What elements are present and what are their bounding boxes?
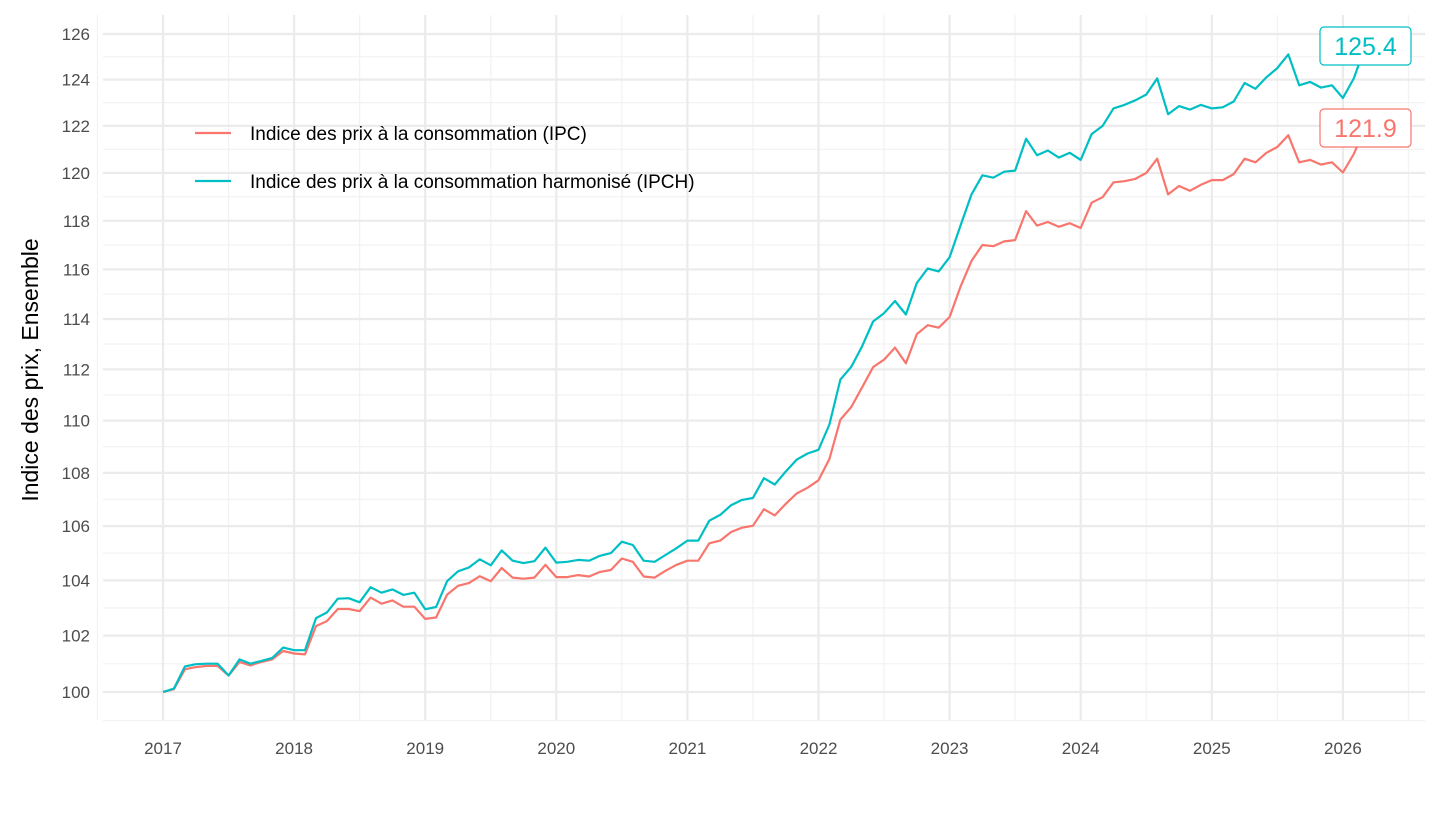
x-tick-label: 2017 (144, 739, 182, 758)
end-label-text: 121.9 (1334, 115, 1397, 143)
legend-label: Indice des prix à la consommation harmon… (250, 172, 695, 193)
y-tick-label: 112 (63, 360, 90, 379)
x-tick-label: 2026 (1324, 739, 1362, 758)
y-tick-label: 126 (62, 25, 90, 44)
end-label-ipch: 125.4 (1319, 26, 1412, 66)
x-tick-label: 2019 (406, 739, 444, 758)
series-lines (162, 47, 1366, 694)
x-tick-label: 2018 (275, 739, 313, 758)
y-axis-title: Indice des prix, Ensemble (17, 238, 43, 501)
gridlines (96, 15, 1425, 722)
end-label-text: 125.4 (1334, 33, 1397, 61)
y-tick-label: 122 (62, 117, 90, 136)
y-tick-label: 114 (63, 310, 90, 329)
y-tick-label: 116 (63, 260, 90, 279)
y-tick-label: 108 (62, 464, 90, 483)
y-tick-label: 124 (62, 71, 90, 90)
end-label-ipc: 121.9 (1319, 108, 1412, 148)
legend: Indice des prix à la consommation (IPC) I… (195, 124, 695, 193)
y-tick-label: 120 (62, 164, 90, 183)
series-line-ipc (162, 127, 1366, 694)
y-tick-label: 110 (63, 412, 90, 431)
x-tick-label: 2020 (537, 739, 575, 758)
y-tick-label: 102 (62, 627, 90, 646)
series-line-ipch (162, 47, 1366, 694)
end-label-box (1319, 26, 1412, 66)
x-axis-ticks: 2017 2018 2019 2020 2021 2022 2023 2024 2025 2026 (144, 739, 1362, 758)
legend-label: Indice des prix à la consommation (IPC) (250, 124, 587, 145)
y-tick-label: 104 (62, 571, 90, 590)
x-tick-label: 2022 (800, 739, 838, 758)
x-tick-label: 2021 (668, 739, 706, 758)
y-tick-label: 106 (62, 517, 90, 536)
x-tick-label: 2025 (1193, 739, 1231, 758)
end-labels: 121.9 125.4 (1319, 26, 1412, 148)
x-tick-label: 2024 (1062, 739, 1100, 758)
end-label-box (1319, 108, 1412, 148)
y-tick-label: 100 (62, 683, 90, 702)
y-axis-ticks: 100 102 104 106 108 110 112 114 116 118 120 122 124 1… (62, 25, 90, 702)
y-tick-label: 118 (63, 212, 90, 231)
x-tick-label: 2023 (931, 739, 969, 758)
